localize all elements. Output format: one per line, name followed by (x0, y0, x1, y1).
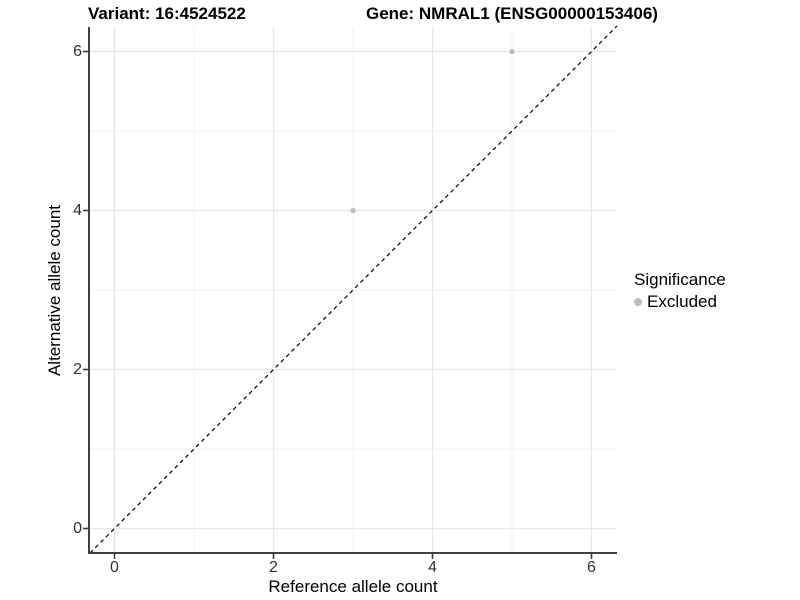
plot-title-variant: Variant: 16:4524522 (88, 4, 246, 23)
y-axis-title: Alternative allele count (45, 204, 64, 377)
y-axis-title-wrap: Alternative allele count (42, 27, 68, 554)
legend: Significance Excluded (634, 270, 726, 311)
data-point (350, 207, 356, 214)
x-tick-label: 4 (428, 559, 437, 576)
x-axis-title: Reference allele count (268, 577, 438, 596)
x-tick-label: 0 (110, 559, 119, 576)
legend-key-dot-icon (634, 297, 642, 306)
x-tick-label: 2 (269, 559, 278, 576)
x-tick-label: 6 (587, 559, 596, 576)
y-tick-label: 4 (73, 201, 82, 219)
legend-items: Excluded (634, 292, 726, 311)
y-tick-label: 0 (73, 519, 82, 537)
legend-item: Excluded (634, 292, 726, 311)
legend-title: Significance (634, 270, 726, 289)
legend-item-label: Excluded (647, 292, 717, 311)
data-point (509, 48, 515, 55)
plot-title-gene: Gene: NMRAL1 (ENSG00000153406) (366, 4, 658, 23)
y-tick-label: 6 (73, 42, 82, 60)
y-tick-label: 2 (73, 360, 82, 378)
